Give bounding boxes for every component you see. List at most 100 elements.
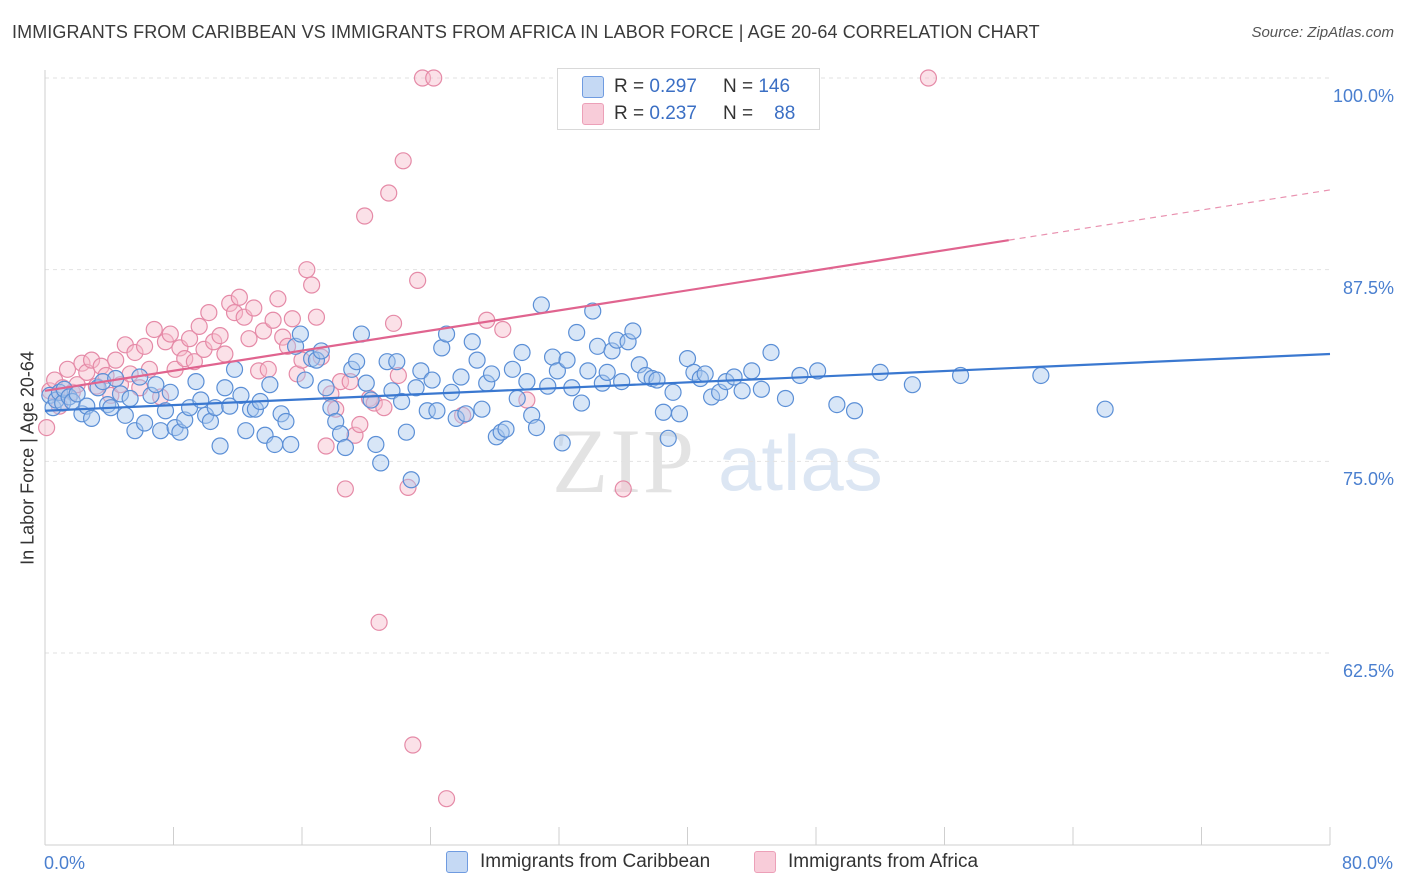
caribbean-point <box>336 438 354 457</box>
africa-point <box>176 350 194 368</box>
caribbean-point <box>743 362 761 380</box>
caribbean-point <box>670 405 689 423</box>
africa-point <box>409 271 427 289</box>
legend-swatch-africa <box>754 851 776 873</box>
africa-point <box>245 299 263 317</box>
africa-point <box>317 437 335 455</box>
africa-point <box>240 330 258 348</box>
x-tick-label-max: 80.0% <box>1341 853 1393 873</box>
stats-row-africa: R = 0.237 N = 88 <box>582 101 795 127</box>
stats-row-caribbean: R = 0.297 N = 146 <box>582 74 790 100</box>
trend-line-africa-extension <box>1008 189 1331 241</box>
africa-point <box>283 310 301 328</box>
chart-title: IMMIGRANTS FROM CARIBBEAN VS IMMIGRANTS … <box>12 22 1040 42</box>
y-axis-label: In Labor Force | Age 20-64 <box>17 351 38 565</box>
caribbean-point <box>603 342 621 360</box>
africa-point <box>370 613 388 631</box>
caribbean-point <box>447 409 465 427</box>
africa-point <box>264 311 282 329</box>
caribbean-point <box>187 373 205 391</box>
caribbean-point <box>624 322 642 340</box>
africa-point <box>145 320 163 339</box>
caribbean-point <box>225 360 244 378</box>
caribbean-point <box>619 333 637 351</box>
legend-item-caribbean[interactable]: Immigrants from Caribbean <box>446 851 710 873</box>
caribbean-point <box>372 454 390 472</box>
legend-item-africa[interactable]: Immigrants from Africa <box>754 851 978 873</box>
caribbean-point <box>266 435 284 454</box>
caribbean-point <box>362 391 380 409</box>
caribbean-point <box>503 360 522 378</box>
caribbean-point <box>423 371 441 389</box>
africa-point <box>211 327 229 345</box>
caribbean-point <box>357 374 375 392</box>
caribbean-point <box>121 389 139 408</box>
trend-line-caribbean <box>44 352 1331 412</box>
caribbean-point <box>457 405 475 423</box>
africa-point <box>336 480 354 498</box>
africa-n-label: N = <box>722 103 754 124</box>
africa-point <box>614 480 632 498</box>
africa-point <box>380 184 398 202</box>
caribbean-point <box>388 353 406 371</box>
africa-point <box>180 330 199 348</box>
africa-point <box>307 308 326 326</box>
africa-r-value: 0.237 <box>649 103 697 124</box>
africa-point <box>82 351 101 369</box>
caribbean-n-value: 146 <box>758 76 791 97</box>
africa-point <box>346 426 364 444</box>
africa-point <box>205 333 223 351</box>
africa-point <box>73 354 91 372</box>
africa-point <box>259 360 277 378</box>
caribbean-point <box>412 362 430 380</box>
caribbean-point <box>548 362 566 380</box>
caribbean-point <box>659 429 677 447</box>
caribbean-point <box>702 388 721 406</box>
africa-point <box>425 69 443 87</box>
africa-point <box>269 290 287 308</box>
africa-point <box>216 345 234 363</box>
caribbean-point <box>473 400 491 418</box>
caribbean-point <box>809 362 827 380</box>
caribbean-point <box>312 342 330 360</box>
africa-point <box>221 294 239 312</box>
africa-point <box>230 288 248 306</box>
caribbean-point <box>135 414 154 432</box>
caribbean-point <box>711 383 729 401</box>
caribbean-point <box>828 396 846 414</box>
caribbean-point <box>762 343 780 362</box>
africa-point <box>394 152 412 170</box>
caribbean-point <box>588 337 607 355</box>
africa-point <box>356 207 374 225</box>
africa-point <box>38 419 56 437</box>
caribbean-swatch <box>582 76 604 98</box>
caribbean-point <box>776 389 795 408</box>
caribbean-point <box>1032 366 1050 385</box>
caribbean-point <box>82 409 101 427</box>
trend-line-africa <box>44 239 1009 392</box>
caribbean-point <box>437 325 456 343</box>
caribbean-point <box>147 376 165 394</box>
africa-point <box>404 736 422 754</box>
africa-point <box>107 351 125 369</box>
caribbean-point <box>237 422 255 440</box>
y-tick-label: 62.5% <box>1342 661 1394 681</box>
caribbean-point <box>598 363 616 381</box>
caribbean-point <box>492 423 510 441</box>
africa-point <box>200 304 218 322</box>
correlation-stats-box: R = 0.297 N = 146 R = 0.237 N = 88 <box>557 68 820 130</box>
africa-point <box>919 69 938 87</box>
caribbean-point <box>282 435 300 454</box>
caribbean-point <box>116 406 134 424</box>
y-tick-label: 100.0% <box>1332 86 1394 106</box>
africa-r-label: R = <box>614 103 645 124</box>
caribbean-point <box>903 376 921 394</box>
y-tick-label: 75.0% <box>1342 469 1394 490</box>
x-tick-label-min: 0.0% <box>44 853 86 873</box>
caribbean-point <box>613 373 631 391</box>
caribbean-point <box>527 419 546 437</box>
caribbean-point <box>152 422 170 440</box>
caribbean-point <box>1096 400 1114 418</box>
africa-point <box>126 343 144 362</box>
